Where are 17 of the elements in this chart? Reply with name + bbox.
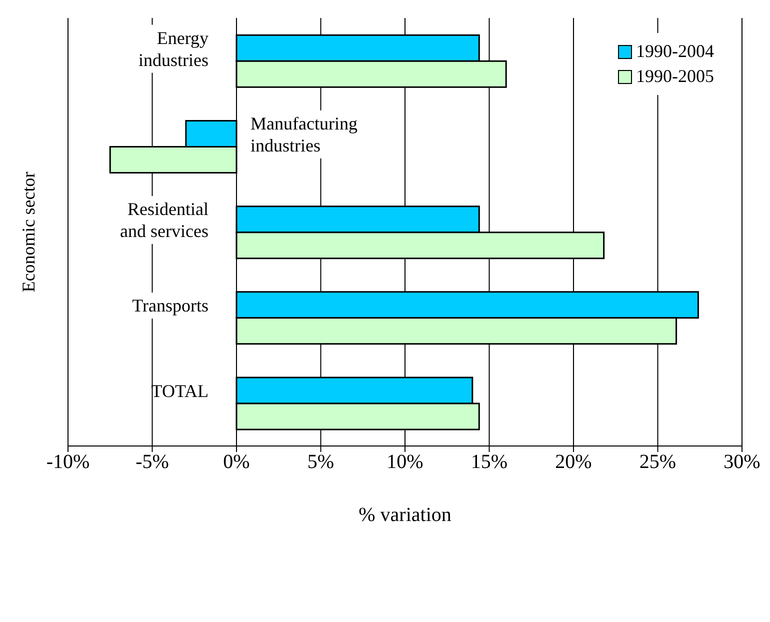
x-tick-label: 25%: [639, 451, 676, 474]
y-tick-label: Transports: [132, 296, 208, 316]
y-tick-label: Manufacturing industries: [250, 113, 358, 156]
x-tick-label: 15%: [470, 451, 508, 474]
x-tick-label: 30%: [724, 451, 760, 474]
x-tick-label: 5%: [307, 451, 334, 474]
x-tick-label: 0%: [223, 451, 250, 474]
legend-label: 1990-2004: [635, 41, 714, 62]
x-axis-title: % variation: [358, 504, 452, 526]
y-tick-label: Energy industries: [138, 28, 208, 70]
x-tick-label: -5%: [136, 451, 169, 474]
x-tick-label: -10%: [46, 451, 90, 474]
x-tick-label: 10%: [386, 451, 424, 474]
y-axis-title: Economic sector: [18, 172, 38, 292]
legend-label: 1990-2005: [635, 66, 714, 87]
x-tick-label: 20%: [555, 451, 592, 474]
y-tick-label: Residential and services: [120, 199, 208, 241]
